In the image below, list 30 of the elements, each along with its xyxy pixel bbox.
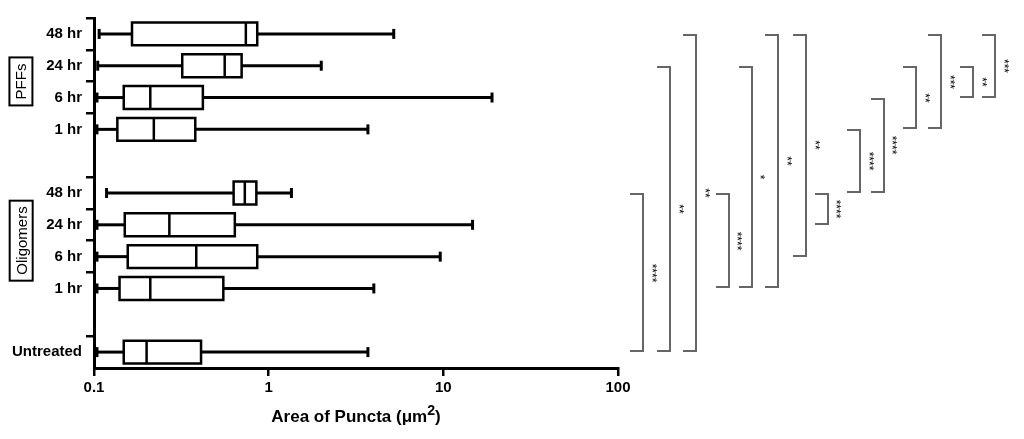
text: *** <box>996 58 1011 73</box>
text: ** <box>697 188 712 198</box>
y-tick-label: 6 hr <box>54 246 83 264</box>
text: ** <box>807 140 822 150</box>
text: **** <box>829 199 844 219</box>
text: **** <box>730 231 745 251</box>
text: PFFs <box>8 56 34 107</box>
y-tick-label: Untreated <box>12 342 83 360</box>
text: **** <box>861 151 876 171</box>
x-tick-label: 100 <box>605 378 631 396</box>
y-tick-label: 1 hr <box>54 119 83 137</box>
text: **** <box>645 263 660 282</box>
x-tick-label: 0.1 <box>83 378 105 396</box>
y-tick-label: 48 hr <box>46 24 83 42</box>
y-tick-label: 24 hr <box>46 55 83 73</box>
x-tick-label: 10 <box>434 378 452 396</box>
text: * <box>753 174 768 180</box>
y-tick-label: 6 hr <box>54 87 83 105</box>
x-tick-label: 1 <box>264 378 273 396</box>
text: ** <box>780 156 795 166</box>
text: Oligomers <box>8 199 34 282</box>
text: *** <box>942 74 957 89</box>
y-tick-label: 48 hr <box>46 183 83 201</box>
y-tick-label: 24 hr <box>46 214 83 232</box>
text: ** <box>974 76 989 87</box>
y-tick-label: 1 hr <box>54 278 83 296</box>
text: ** <box>917 92 932 103</box>
text: **** <box>885 135 900 155</box>
text: ** <box>671 204 686 214</box>
x-axis-title: Area of Puncta (μm$^{2}$) <box>270 402 442 427</box>
